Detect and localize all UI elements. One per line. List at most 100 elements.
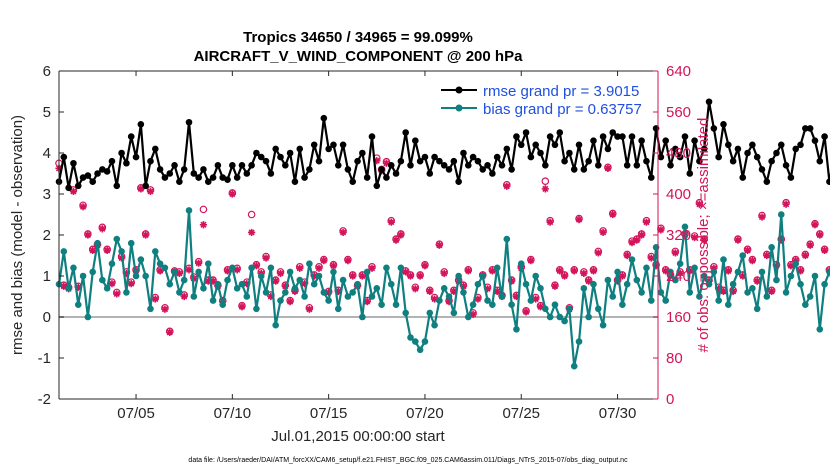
rmse-point: [229, 162, 236, 169]
obs-assimilated-point: [459, 282, 468, 290]
rmse-point: [315, 157, 323, 165]
rmse-point: [628, 133, 636, 140]
bias-point: [248, 264, 255, 272]
legend-bias-marker: [455, 104, 463, 112]
rmse-point: [65, 184, 72, 192]
obs-assimilated-point: [536, 303, 545, 311]
rmse-point: [537, 149, 544, 157]
bias-point: [604, 276, 612, 284]
bias-point: [94, 239, 101, 247]
obs-assimilated-point: [175, 269, 183, 278]
obs-assimilated-point: [613, 277, 622, 285]
obs-assimilated-point: [142, 231, 150, 239]
bias-point: [667, 268, 674, 276]
rmse-point: [729, 157, 737, 165]
rmse-point: [272, 145, 279, 153]
bias-point: [286, 268, 294, 276]
rmse-point: [551, 141, 559, 149]
rmse-point: [585, 157, 592, 165]
obs-assimilated-point: [676, 269, 684, 278]
obs-assimilated-point: [180, 292, 188, 301]
rmse-point: [152, 145, 159, 153]
obs-assimilated-point: [127, 280, 135, 288]
bias-point: [720, 256, 727, 263]
rmse-point: [248, 162, 255, 169]
obs-assimilated-point: [469, 310, 477, 319]
bias-point: [493, 264, 501, 272]
obs-assimilated-point: [421, 262, 429, 270]
obs-assimilated-point: [238, 303, 246, 311]
rmse-point: [749, 141, 756, 149]
obs-assimilated-point: [599, 228, 607, 237]
data-file-footnote: data file: /Users/raeder/DAI/ATM_forcXX/…: [188, 457, 628, 464]
bias-point: [662, 297, 670, 304]
bias-point: [498, 293, 506, 300]
rmse-point: [436, 157, 443, 165]
rmse-point: [431, 153, 438, 161]
obs-assimilated-point: [98, 225, 106, 233]
rmse-point: [349, 178, 357, 185]
rmse-point: [426, 170, 434, 177]
obs-assimilated-point: [748, 257, 756, 265]
obs-assimilated-point: [729, 287, 737, 295]
bias-point: [753, 305, 761, 313]
bias-point: [474, 280, 482, 288]
bias-point: [556, 313, 564, 321]
obs-assimilated-point: [719, 287, 728, 295]
bias-point: [777, 211, 785, 218]
rmse-point: [590, 137, 597, 144]
obs-assimilated-point: [185, 266, 193, 274]
rmse-point: [806, 125, 814, 132]
obs-assimilated-point: [560, 272, 569, 280]
rmse-point: [662, 137, 670, 144]
obs-assimilated-point: [315, 264, 323, 272]
obs-assimilated-point: [503, 182, 511, 190]
y-tick-label: 5: [43, 104, 51, 121]
bias-point: [161, 264, 169, 272]
obs-assimilated-point: [103, 246, 111, 254]
rmse-point: [392, 170, 400, 177]
rmse-point: [233, 174, 241, 181]
rmse-point: [214, 162, 222, 169]
bias-point: [306, 260, 313, 268]
bias-point: [315, 272, 323, 280]
rmse-point: [503, 145, 511, 153]
obs-assimilated-point: [358, 272, 366, 280]
bias-point: [339, 276, 347, 284]
obs-assimilated-point: [527, 257, 535, 265]
obs-assimilated-point: [551, 282, 559, 290]
bias-point: [277, 297, 284, 304]
obs-assimilated-point: [488, 267, 496, 275]
obs-assimilated-point: [411, 285, 419, 293]
rmse-point: [681, 133, 689, 140]
y2-tick-label: 160: [666, 309, 691, 326]
bias-point: [575, 338, 583, 345]
bias-point: [272, 321, 279, 329]
bias-point: [171, 268, 178, 276]
bias-point: [749, 285, 756, 292]
rmse-point: [657, 153, 665, 161]
obs-assimilated-point: [74, 283, 82, 291]
bias-point: [561, 317, 568, 325]
obs-assimilated-point: [296, 264, 304, 272]
bias-point: [469, 301, 477, 309]
obs-assimilated-point: [594, 249, 602, 257]
obs-assimilated-point: [445, 298, 453, 306]
obs-assimilated-point: [546, 218, 554, 226]
bias-point: [137, 256, 145, 263]
obs-assimilated-point: [89, 246, 97, 254]
rmse-point: [407, 162, 414, 169]
bias-point: [214, 280, 222, 288]
rmse-point: [416, 157, 424, 165]
bias-point: [99, 276, 106, 284]
rmse-point: [257, 153, 265, 161]
rmse-point: [643, 157, 650, 165]
rmse-point: [821, 133, 828, 140]
obs-assimilated-point: [402, 268, 410, 276]
rmse-point: [253, 149, 260, 157]
bias-point: [373, 285, 381, 292]
bias-point: [204, 260, 212, 268]
rmse-point: [359, 149, 366, 157]
rmse-point: [310, 141, 318, 149]
rmse-point: [238, 162, 246, 169]
